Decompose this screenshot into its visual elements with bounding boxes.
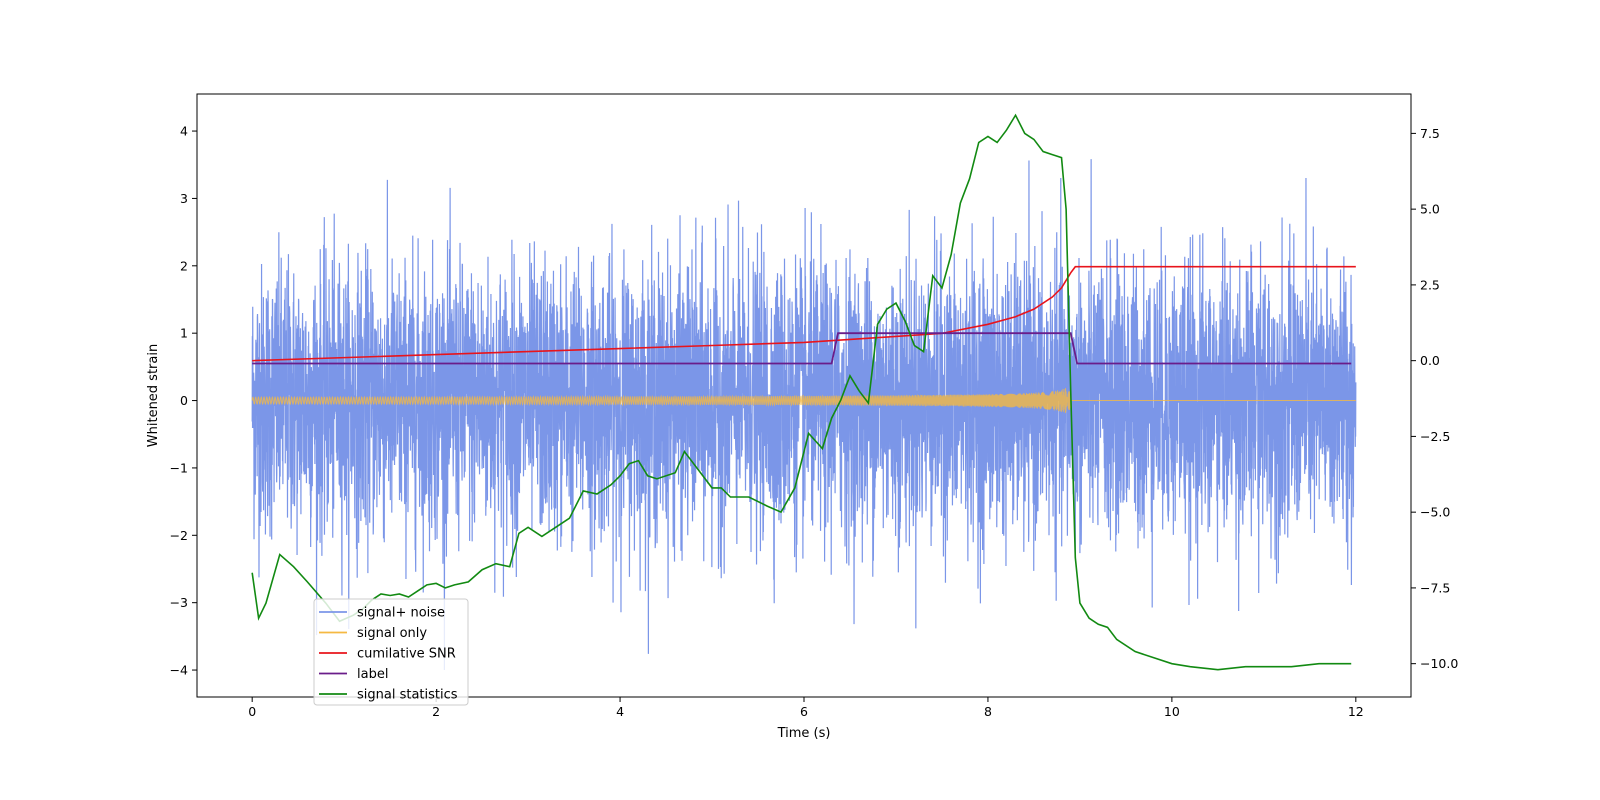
legend-label: label: [357, 667, 388, 682]
y-tick-label: 1: [180, 326, 188, 341]
x-tick-label: 4: [616, 704, 624, 719]
legend-label: cumilative SNR: [357, 647, 456, 662]
y-tick-label: 2: [180, 258, 188, 273]
x-tick-label: 6: [800, 704, 808, 719]
y-right-tick-label: 2.5: [1420, 277, 1440, 292]
legend: signal+ noise signal only cumilative SNR la…: [313, 598, 469, 706]
y-tick-label: −2: [170, 528, 188, 543]
series-signal-statistics: [251, 113, 1352, 671]
y-tick-label: 0: [180, 393, 188, 408]
legend-label: signal statistics: [357, 688, 458, 703]
legend-label: signal+ noise: [357, 606, 445, 621]
axes: 0 2 4 6 8 10 12−4−3−2−101234−10.0−7.5−5.0−2.50…: [146, 93, 1458, 741]
legend-label: signal only: [357, 626, 427, 641]
y-tick-label: 3: [180, 191, 188, 206]
y-tick-label: 4: [180, 124, 188, 139]
y-right-tick-label: −7.5: [1420, 580, 1450, 595]
plot-area: [251, 113, 1357, 671]
x-tick-label: 0: [248, 704, 256, 719]
y-right-tick-label: 0.0: [1420, 353, 1440, 368]
x-tick-label: 2: [432, 704, 440, 719]
y-tick-label: −4: [170, 663, 188, 678]
y-right-tick-label: −10.0: [1420, 656, 1458, 671]
series-cumulative-snr: [252, 265, 1356, 362]
y-right-tick-label: 7.5: [1420, 126, 1440, 141]
series-label: [252, 332, 1352, 365]
y-axis-label: Whitened strain: [146, 344, 161, 447]
x-axis-label: Time (s): [777, 726, 831, 741]
y-right-tick-label: −2.5: [1420, 429, 1450, 444]
y-tick-label: −1: [170, 460, 188, 475]
legend-box: [313, 598, 469, 706]
y-right-tick-label: −5.0: [1420, 505, 1450, 520]
x-tick-label: 10: [1164, 704, 1180, 719]
x-tick-label: 12: [1348, 704, 1364, 719]
series-signal-only: [251, 388, 1356, 414]
series-signal-noise: [251, 159, 1357, 671]
y-tick-label: −3: [170, 595, 188, 610]
y-right-tick-label: 5.0: [1420, 202, 1440, 217]
x-tick-label: 8: [984, 704, 992, 719]
